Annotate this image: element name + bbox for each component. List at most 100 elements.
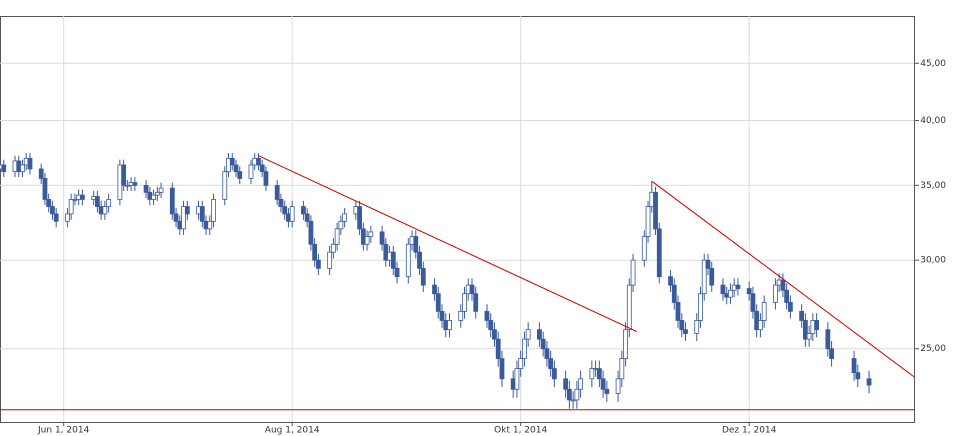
candle-body xyxy=(357,206,363,230)
y-tick-label: 25,00 xyxy=(920,344,946,354)
candle-body xyxy=(124,184,130,187)
candle-body xyxy=(679,320,685,331)
candle-body xyxy=(259,164,265,173)
candle-body xyxy=(394,267,400,278)
candle-body xyxy=(181,206,186,230)
candle-body xyxy=(65,213,70,222)
candle-body xyxy=(308,220,314,245)
x-tick-label: Jun 1, 2014 xyxy=(37,426,90,436)
candle-body xyxy=(233,164,239,173)
candle-body xyxy=(42,178,48,200)
candle-body xyxy=(199,206,205,222)
candle-body xyxy=(566,388,572,401)
candle-body xyxy=(222,171,228,200)
candle-body xyxy=(405,243,411,278)
x-tick-label: Aug 1, 2014 xyxy=(265,426,320,436)
candle-body xyxy=(851,358,857,374)
candle-body xyxy=(462,293,467,312)
candle-body xyxy=(154,191,160,196)
candle-body xyxy=(630,259,636,286)
candle-body xyxy=(694,320,700,334)
y-tick-label: 35,00 xyxy=(920,181,946,191)
candle-body xyxy=(106,199,112,208)
candle-body xyxy=(94,196,100,208)
candle-body xyxy=(20,164,25,173)
candle-body xyxy=(701,259,707,295)
candle-body xyxy=(548,358,554,369)
candle-body xyxy=(390,251,396,269)
candle-body xyxy=(626,284,632,331)
candle-body xyxy=(799,310,805,321)
candle-body xyxy=(728,289,733,298)
candle-body xyxy=(289,206,295,222)
candle-body xyxy=(671,284,677,303)
candle-body xyxy=(469,284,475,295)
candle-body xyxy=(237,171,243,179)
candle-body xyxy=(668,276,673,286)
candle-body xyxy=(784,289,790,303)
candle-body xyxy=(364,236,370,245)
candle-body xyxy=(169,187,175,215)
candle-body xyxy=(802,320,808,340)
candle-body xyxy=(578,378,584,390)
candle-body xyxy=(787,302,793,312)
candle-body xyxy=(589,368,595,380)
candle-body xyxy=(645,206,651,237)
candle-body xyxy=(855,372,861,380)
candle-body xyxy=(619,358,625,380)
candle-body xyxy=(574,388,580,401)
y-tick-label: 30,00 xyxy=(920,256,946,266)
candle-body xyxy=(304,213,310,222)
candle-body xyxy=(256,157,261,166)
candle-body xyxy=(866,378,872,386)
candle-body xyxy=(750,293,756,312)
candle-body xyxy=(656,228,662,278)
candle-body xyxy=(518,358,524,369)
candle-body xyxy=(488,320,494,331)
candle-body xyxy=(600,378,606,390)
candle-body xyxy=(447,320,452,331)
candle-body xyxy=(780,279,786,291)
candle-body xyxy=(342,213,348,222)
candle-body xyxy=(50,206,55,215)
candle-body xyxy=(263,171,269,186)
candle-body xyxy=(151,194,156,200)
candle-body xyxy=(544,348,550,359)
x-tick-label: Okt 1, 2014 xyxy=(494,426,547,436)
candle-body xyxy=(229,157,235,166)
candle-body xyxy=(735,284,741,289)
candle-body xyxy=(746,288,752,295)
candle-body xyxy=(641,236,647,261)
candle-body xyxy=(184,206,190,215)
candle-body xyxy=(537,329,542,340)
candle-body xyxy=(758,320,763,331)
candle-body xyxy=(248,164,254,179)
candle-body xyxy=(173,213,179,222)
candle-body xyxy=(143,184,149,193)
candle-body xyxy=(338,220,344,230)
candle-body xyxy=(551,368,557,380)
candle-body xyxy=(773,284,778,303)
candle-body xyxy=(207,220,213,230)
candle-body xyxy=(132,182,138,186)
candle-body xyxy=(720,284,726,295)
candle-body xyxy=(825,329,831,350)
candle-body xyxy=(72,199,78,201)
candle-body xyxy=(102,206,108,215)
candle-body xyxy=(334,228,340,245)
candle-body xyxy=(473,293,479,312)
x-tick-label: Dez 1, 2014 xyxy=(722,426,777,436)
candle-body xyxy=(282,206,288,215)
candle-body xyxy=(420,267,426,286)
plot-area xyxy=(0,16,915,423)
candle-body xyxy=(278,199,284,208)
candle-body xyxy=(484,310,490,321)
candle-body xyxy=(596,368,602,380)
candle-body xyxy=(435,293,441,312)
candle-body xyxy=(432,284,437,295)
candle-body xyxy=(68,199,74,215)
candle-body xyxy=(675,302,681,321)
candle-body xyxy=(653,191,658,230)
